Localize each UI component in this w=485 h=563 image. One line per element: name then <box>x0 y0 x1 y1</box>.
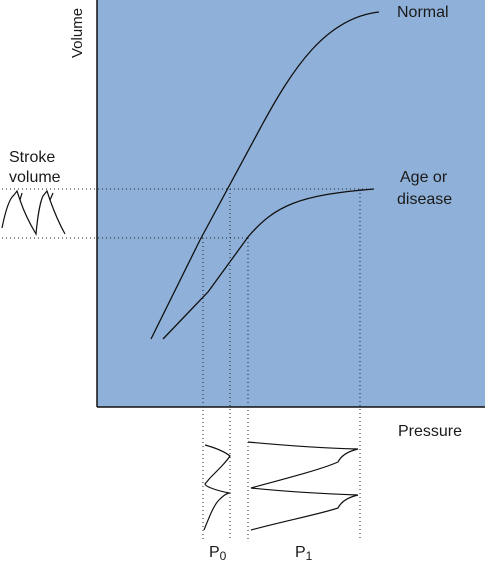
pressure-waveform-p0 <box>203 444 232 531</box>
pressure-marker-p0: P0 <box>209 544 227 563</box>
series-line-age-or-disease <box>162 188 375 340</box>
stroke-volume-waveform <box>1 189 66 236</box>
series-label-age-or-disease-line2: disease <box>397 191 452 208</box>
stroke-volume-label-line2: volume <box>9 169 61 186</box>
y-axis-label: Volume <box>69 8 86 58</box>
stroke-volume-waveform-notch <box>19 192 54 201</box>
x-axis-label: Pressure <box>398 423 462 440</box>
stroke-volume-label-line1: Stroke <box>9 149 55 166</box>
series-line-normal <box>150 11 380 340</box>
pressure-waveform-p1 <box>247 441 359 531</box>
series-label-age-or-disease-line1: Age or <box>400 169 448 186</box>
series-label-normal: Normal <box>397 4 449 21</box>
pressure-marker-p1: P1 <box>295 544 313 563</box>
